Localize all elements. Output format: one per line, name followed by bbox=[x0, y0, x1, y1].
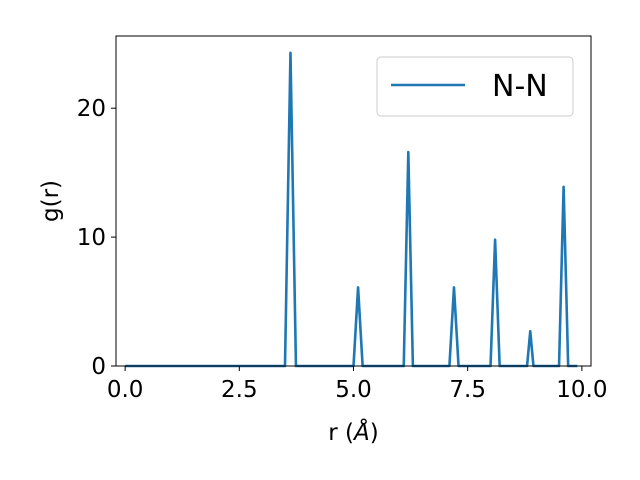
x-axis-label-main: r ( bbox=[328, 420, 354, 446]
x-axis-label-close: ) bbox=[370, 420, 379, 446]
x-tick-label: 0.0 bbox=[107, 377, 144, 403]
x-axis: 0.0 2.5 5.0 7.5 10.0 bbox=[107, 366, 607, 403]
x-axis-label-unit: Å bbox=[352, 418, 370, 446]
y-axis-label: g(r) bbox=[38, 180, 64, 222]
y-tick-label: 20 bbox=[77, 96, 106, 122]
legend-box bbox=[376, 56, 574, 117]
x-tick-label: 5.0 bbox=[335, 377, 372, 403]
y-tick-label: 0 bbox=[91, 354, 106, 380]
x-tick-label: 10.0 bbox=[556, 377, 607, 403]
y-tick-label: 10 bbox=[77, 225, 106, 251]
legend-label: N-N bbox=[492, 69, 548, 104]
x-tick-label: 2.5 bbox=[221, 377, 258, 403]
x-axis-label: r (Å) bbox=[328, 418, 378, 446]
legend: N-N bbox=[376, 56, 574, 117]
x-tick-label: 7.5 bbox=[449, 377, 486, 403]
y-axis: 0 10 20 bbox=[77, 96, 116, 380]
